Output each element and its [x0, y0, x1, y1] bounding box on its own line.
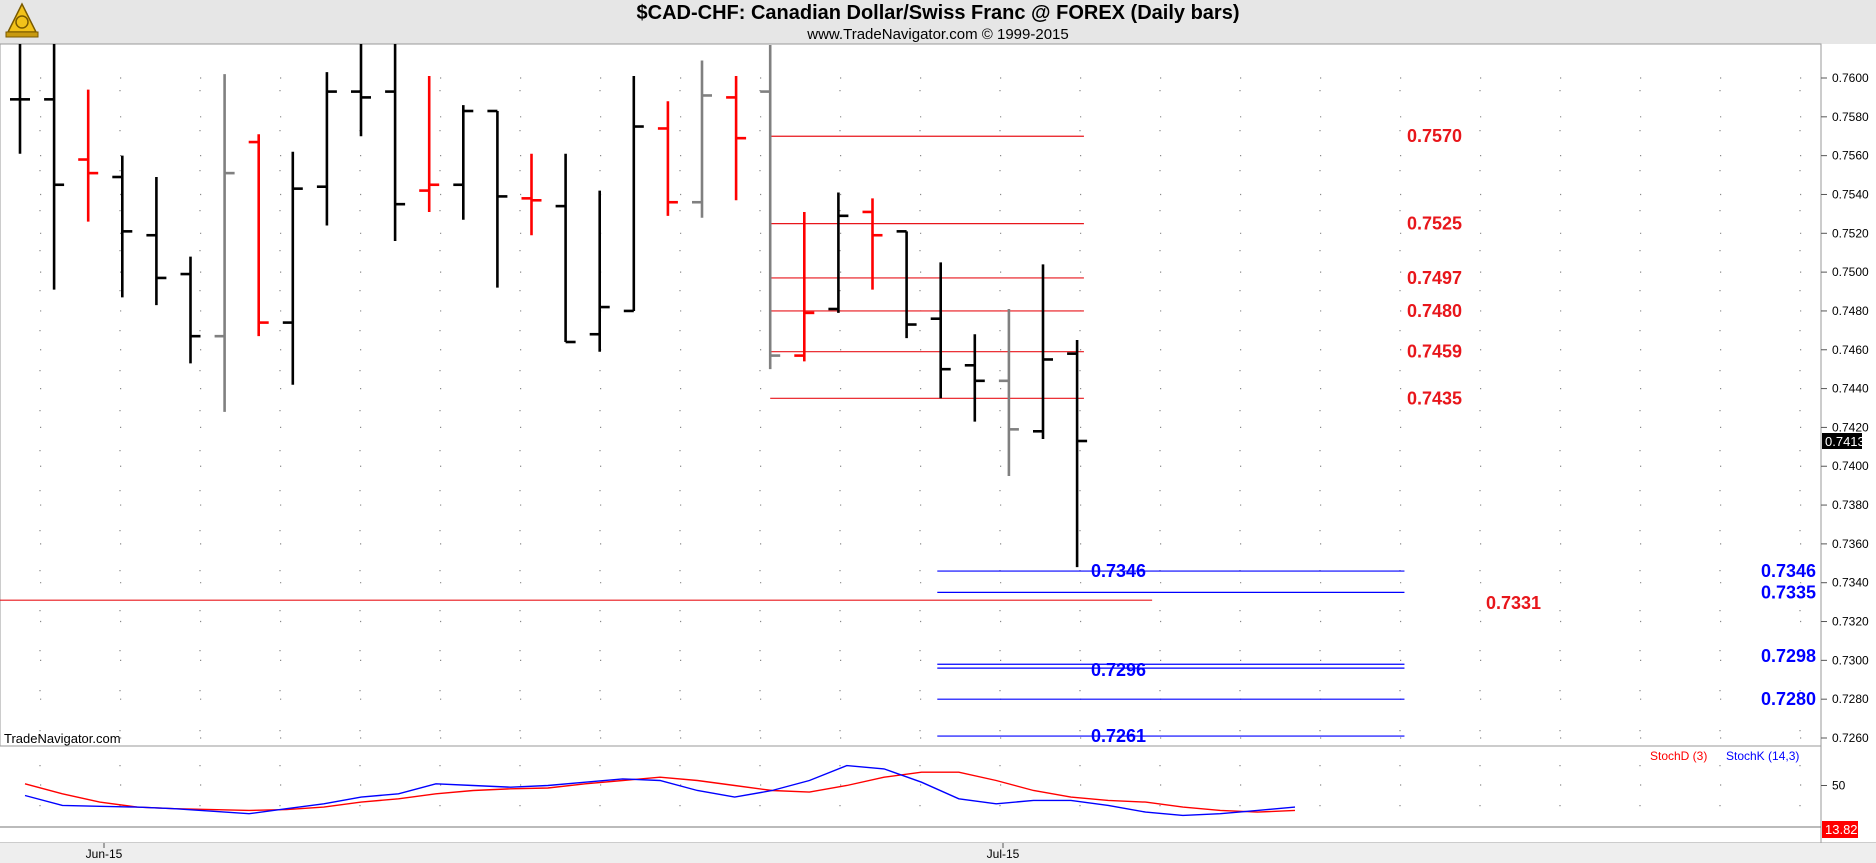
stoch-last-label: 13.82 — [1825, 822, 1858, 837]
ohlc-bar-9 — [282, 151, 303, 385]
stoch-last-box — [1822, 821, 1858, 838]
ohlc-bar-15 — [487, 109, 508, 288]
date-axis: Jun-15 Jul-15 — [86, 843, 1020, 861]
ohlc-bar-29 — [964, 334, 985, 422]
price-tick-label-0.7380: 0.7380 — [1832, 498, 1869, 512]
level-label-0.7331: 0.7331 — [1486, 593, 1541, 613]
ohlc-bar-13 — [419, 76, 440, 212]
legend-stoch-k: StochK (14,3) — [1726, 749, 1799, 763]
watermark-text: TradeNavigator.com — [4, 731, 121, 746]
stoch-tick-label-50: 50 — [1832, 779, 1846, 793]
ohlc-bar-19 — [623, 76, 644, 313]
ohlc-bar-8 — [248, 134, 269, 337]
ohlc-bar-2 — [44, 44, 65, 290]
stoch-line-k — [24, 764, 1296, 817]
title-band — [0, 0, 1876, 44]
level-label-0.7525: 0.7525 — [1407, 214, 1462, 234]
legend-stoch-d: StochD (3) — [1650, 749, 1707, 763]
price-tick-label-0.7580: 0.7580 — [1832, 110, 1869, 124]
ohlc-bar-30 — [998, 308, 1019, 476]
ohlc-bar-7 — [214, 74, 235, 412]
price-tick-label-0.7300: 0.7300 — [1832, 653, 1869, 667]
price-panel-frame — [0, 43, 1822, 747]
level-label-0.7570: 0.7570 — [1407, 126, 1462, 146]
level-label-0.7298: 0.7298 — [1761, 646, 1816, 666]
ohlc-bar-5 — [146, 176, 167, 306]
ohlc-bar-17 — [555, 153, 576, 344]
ohlc-bar-21 — [692, 60, 712, 218]
level-label-0.7335: 0.7335 — [1761, 582, 1816, 602]
price-tick-label-0.7460: 0.7460 — [1832, 343, 1869, 357]
price-tick-label-0.7520: 0.7520 — [1832, 226, 1869, 240]
ohlc-bar-11 — [351, 44, 371, 137]
stoch-line-d — [24, 771, 1296, 813]
ohlc-bar-26 — [862, 198, 883, 290]
price-tick-label-0.7540: 0.7540 — [1832, 187, 1869, 201]
level-label-0.7497: 0.7497 — [1407, 268, 1462, 288]
level-label-0.7480: 0.7480 — [1407, 301, 1462, 321]
ohlc-bar-3 — [78, 89, 99, 222]
ohlc-bar-31 — [1033, 264, 1053, 440]
price-tick-label-0.7360: 0.7360 — [1832, 537, 1869, 551]
last-price-box — [1822, 432, 1862, 449]
ohlc-bar-4 — [112, 155, 133, 298]
level-label-0.7346: 0.7346 — [1761, 561, 1816, 581]
ohlc-bar-28 — [930, 262, 951, 399]
last-price-label: 0.7413 — [1825, 434, 1865, 449]
date-axis-band — [0, 843, 1876, 863]
level-label-left-0.7296: 0.7296 — [1091, 660, 1146, 680]
ohlc-bar-20 — [657, 101, 678, 216]
ohlc-bar-12 — [385, 44, 406, 242]
date-tick-label-Jul-15: Jul-15 — [987, 847, 1020, 861]
stochastic-panel: StochD (3) StochK (14,3) 50 13.82 — [0, 749, 1858, 838]
price-tick-label-0.7440: 0.7440 — [1832, 382, 1869, 396]
price-tick-label-0.7600: 0.7600 — [1832, 71, 1869, 85]
price-tick-label-0.7280: 0.7280 — [1832, 692, 1869, 706]
price-tick-label-0.7260: 0.7260 — [1832, 731, 1869, 745]
ohlc-bar-6 — [180, 256, 201, 364]
level-label-left-0.7261: 0.7261 — [1091, 726, 1146, 746]
date-tick-label-Jun-15: Jun-15 — [86, 847, 123, 861]
ohlc-bar-10 — [316, 72, 337, 226]
price-tick-label-0.7480: 0.7480 — [1832, 304, 1869, 318]
price-levels: 0.7570 0.7525 0.7497 0.7480 0.7459 0.7435 0.73… — [0, 126, 1816, 746]
ohlc-bar-24 — [794, 211, 815, 362]
ohlc-bar-14 — [453, 105, 474, 220]
stoch-grid-dots — [39, 765, 1802, 807]
level-label-left-0.7346: 0.7346 — [1091, 561, 1146, 581]
ohlc-bar-27 — [896, 230, 917, 339]
price-tick-label-0.7560: 0.7560 — [1832, 149, 1869, 163]
grid-dots — [39, 77, 1802, 739]
level-label-0.7280: 0.7280 — [1761, 689, 1816, 709]
price-bars — [10, 44, 1088, 568]
tradenavigator-logo-icon — [5, 2, 39, 38]
ohlc-bar-16 — [521, 153, 542, 236]
ohlc-bar-25 — [828, 192, 849, 313]
price-tick-label-0.7340: 0.7340 — [1832, 576, 1869, 590]
price-tick-label-0.7320: 0.7320 — [1832, 615, 1869, 629]
level-label-0.7459: 0.7459 — [1407, 342, 1462, 362]
ohlc-bar-1 — [10, 44, 30, 154]
ohlc-bar-18 — [589, 190, 610, 352]
price-axis: 0.7600 0.7580 0.7560 0.7540 0.7520 0.7500 0.74… — [1821, 71, 1869, 745]
price-tick-label-0.7400: 0.7400 — [1832, 459, 1869, 473]
ohlc-bar-23 — [760, 45, 781, 370]
chart-subtitle: www.TradeNavigator.com © 1999-2015 — [807, 26, 1069, 43]
chart-title: $CAD-CHF: Canadian Dollar/Swiss Franc @ … — [636, 2, 1240, 24]
grid-dot-pattern — [39, 77, 1802, 739]
ohlc-bar-32 — [1067, 340, 1088, 568]
level-label-0.7435: 0.7435 — [1407, 388, 1462, 408]
price-tick-label-0.7500: 0.7500 — [1832, 265, 1869, 279]
price-tick-label-0.7420: 0.7420 — [1832, 420, 1869, 434]
ohlc-bar-22 — [726, 76, 747, 201]
